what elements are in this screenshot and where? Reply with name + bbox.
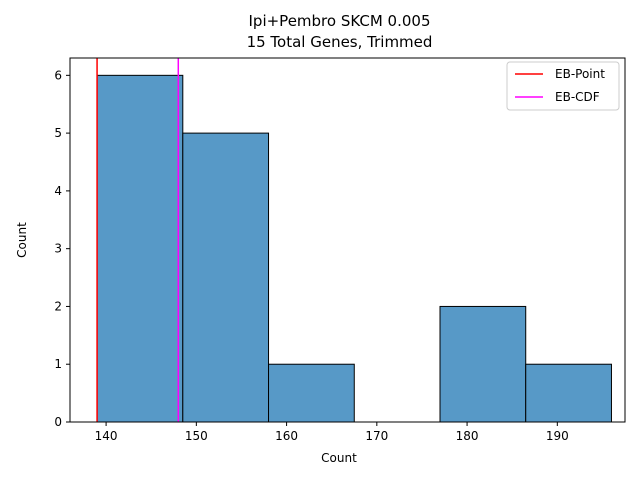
y-tick-label: 0 — [54, 415, 62, 429]
legend-label-eb-point: EB-Point — [555, 67, 605, 81]
y-tick-label: 4 — [54, 184, 62, 198]
y-axis-ticks: 0 1 2 3 4 5 6 — [54, 68, 70, 429]
chart-title-line-2: 15 Total Genes, Trimmed — [247, 33, 433, 51]
y-tick-label: 6 — [54, 68, 62, 82]
histogram-bar — [182, 132, 270, 423]
x-tick-label: 150 — [185, 429, 208, 443]
legend-label-eb-cdf: EB-CDF — [555, 90, 600, 104]
x-tick-label: 170 — [365, 429, 388, 443]
legend: EB-Point EB-CDF — [506, 61, 620, 111]
chart-title-line-1: Ipi+Pembro SKCM 0.005 — [249, 12, 431, 30]
reference-lines — [96, 58, 180, 422]
x-tick-label: 190 — [546, 429, 569, 443]
y-tick-label: 5 — [54, 126, 62, 140]
x-tick-label: 140 — [95, 429, 118, 443]
y-axis-label: Count — [15, 222, 29, 258]
histogram-bar — [439, 305, 527, 423]
y-tick-label: 3 — [54, 242, 62, 256]
histogram-bar — [96, 74, 184, 423]
plot-frame — [69, 57, 626, 423]
histogram-bars — [96, 74, 612, 423]
x-tick-label: 180 — [456, 429, 479, 443]
histogram-bar — [268, 363, 355, 423]
y-tick-label: 2 — [54, 299, 62, 313]
y-tick-label: 1 — [54, 357, 62, 371]
x-axis-label: Count — [321, 451, 357, 465]
x-axis-ticks: 140 150 160 170 180 190 — [95, 422, 569, 443]
histogram-bar — [525, 363, 612, 423]
x-tick-label: 160 — [275, 429, 298, 443]
